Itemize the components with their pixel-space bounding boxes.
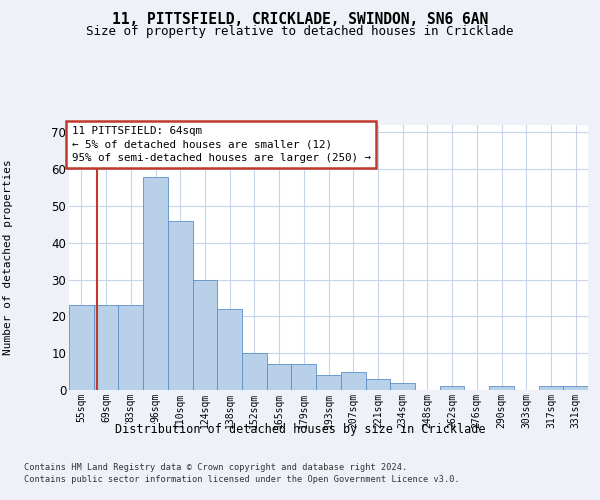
Bar (539, 386, 563, 390)
Bar (267, 364, 292, 390)
Text: 11 PITTSFIELD: 64sqm
← 5% of detached houses are smaller (12)
95% of semi-detach: 11 PITTSFIELD: 64sqm ← 5% of detached ho… (71, 126, 371, 162)
Bar (365, 379, 390, 390)
Bar (94, 306, 118, 390)
Bar (217, 309, 242, 390)
Text: Size of property relative to detached houses in Cricklade: Size of property relative to detached ho… (86, 25, 514, 38)
Bar (118, 306, 143, 390)
Text: Contains HM Land Registry data © Crown copyright and database right 2024.: Contains HM Land Registry data © Crown c… (24, 462, 407, 471)
Text: Contains public sector information licensed under the Open Government Licence v3: Contains public sector information licen… (24, 475, 460, 484)
Bar (143, 176, 168, 390)
Bar (316, 376, 341, 390)
Bar (242, 353, 267, 390)
Bar (69, 306, 94, 390)
Text: Number of detached properties: Number of detached properties (3, 160, 13, 356)
Bar (563, 386, 588, 390)
Text: Distribution of detached houses by size in Cricklade: Distribution of detached houses by size … (115, 422, 485, 436)
Bar (489, 386, 514, 390)
Bar (292, 364, 316, 390)
Bar (168, 220, 193, 390)
Bar (193, 280, 217, 390)
Bar (390, 382, 415, 390)
Text: 11, PITTSFIELD, CRICKLADE, SWINDON, SN6 6AN: 11, PITTSFIELD, CRICKLADE, SWINDON, SN6 … (112, 12, 488, 28)
Bar (440, 386, 464, 390)
Bar (341, 372, 365, 390)
